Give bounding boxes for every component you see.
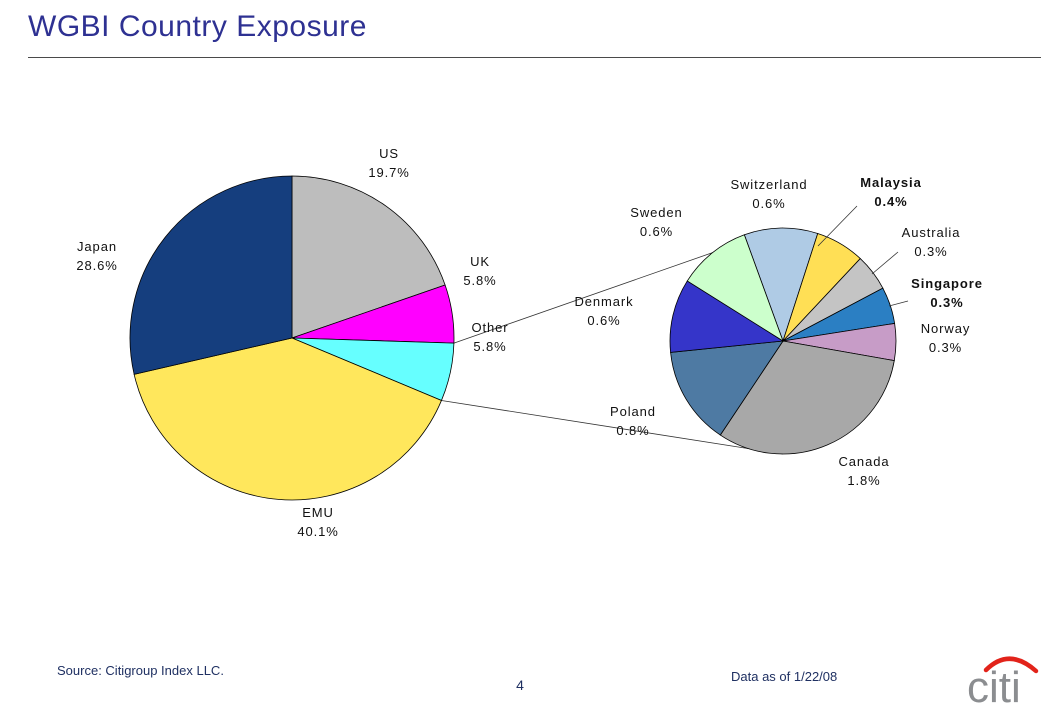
- label-australia: Australia 0.3%: [883, 223, 979, 261]
- label-canada-name: Canada: [838, 454, 890, 469]
- label-australia-name: Australia: [901, 225, 961, 240]
- label-japan: Japan 28.6%: [51, 237, 143, 275]
- leader-line-australia: [871, 251, 899, 275]
- label-other: Other 5.8%: [454, 318, 526, 356]
- label-norway-name: Norway: [920, 321, 971, 336]
- label-denmark-name: Denmark: [574, 294, 634, 309]
- citi-logo: citi: [964, 654, 1052, 712]
- label-malaysia-name: Malaysia: [860, 175, 922, 190]
- leader-line-malaysia: [817, 205, 858, 247]
- label-emu-name: EMU: [302, 505, 334, 520]
- label-singapore: Singapore 0.3%: [897, 274, 997, 312]
- label-uk-value: 5.8%: [463, 273, 497, 288]
- source-note: Source: Citigroup Index LLC.: [57, 663, 224, 678]
- label-singapore-name: Singapore: [911, 276, 983, 291]
- main-pie-slice-emu: [133, 337, 442, 501]
- label-us-name: US: [379, 146, 399, 161]
- secondary-pie-slice-denmark: [669, 280, 785, 353]
- label-canada: Canada 1.8%: [819, 452, 909, 490]
- secondary-pie-slice-poland: [670, 340, 784, 436]
- citi-logo-graphic: citi: [967, 656, 1039, 712]
- secondary-pie-slice-switzerland: [743, 227, 819, 343]
- label-switzerland-value: 0.6%: [752, 196, 786, 211]
- label-sweden-name: Sweden: [630, 205, 683, 220]
- label-japan-value: 28.6%: [76, 258, 118, 273]
- label-other-value: 5.8%: [473, 339, 507, 354]
- label-us: US 19.7%: [349, 144, 429, 182]
- page-title: WGBI Country Exposure: [28, 10, 367, 43]
- pie-connector-line-bottom: [441, 400, 784, 455]
- leader-line-singapore: [888, 300, 909, 307]
- label-australia-value: 0.3%: [914, 244, 948, 259]
- citi-logo-text: citi: [967, 663, 1021, 710]
- main-pie-slice-japan: [129, 175, 293, 375]
- page-number: 4: [516, 677, 524, 693]
- label-poland-value: 0.8%: [616, 423, 650, 438]
- label-denmark-value: 0.6%: [587, 313, 621, 328]
- label-uk: UK 5.8%: [450, 252, 510, 290]
- label-uk-name: UK: [470, 254, 490, 269]
- label-emu: EMU 40.1%: [278, 503, 358, 541]
- title-underline: [28, 57, 1041, 58]
- label-malaysia: Malaysia 0.4%: [843, 173, 939, 211]
- secondary-pie-slice-canada: [719, 340, 895, 455]
- citi-logo-arc-icon: [983, 656, 1039, 674]
- label-norway-value: 0.3%: [928, 340, 963, 355]
- label-switzerland-name: Switzerland: [730, 177, 808, 192]
- label-singapore-value: 0.3%: [930, 295, 964, 310]
- label-other-name: Other: [471, 320, 509, 335]
- label-switzerland: Switzerland 0.6%: [713, 175, 825, 213]
- main-pie-slice-us: [291, 175, 446, 339]
- label-norway: Norway 0.3%: [903, 319, 988, 357]
- label-us-value: 19.7%: [368, 165, 410, 180]
- label-sweden: Sweden 0.6%: [614, 203, 699, 241]
- data-as-of-note: Data as of 1/22/08: [731, 669, 838, 684]
- label-canada-value: 1.8%: [847, 473, 881, 488]
- label-sweden-value: 0.6%: [639, 224, 674, 239]
- label-denmark: Denmark 0.6%: [558, 292, 650, 330]
- label-japan-name: Japan: [77, 239, 117, 254]
- label-poland: Poland 0.8%: [593, 402, 673, 440]
- secondary-pie-slice-sweden: [686, 234, 784, 342]
- label-poland-name: Poland: [610, 404, 656, 419]
- label-emu-value: 40.1%: [297, 524, 339, 539]
- label-malaysia-value: 0.4%: [874, 194, 908, 209]
